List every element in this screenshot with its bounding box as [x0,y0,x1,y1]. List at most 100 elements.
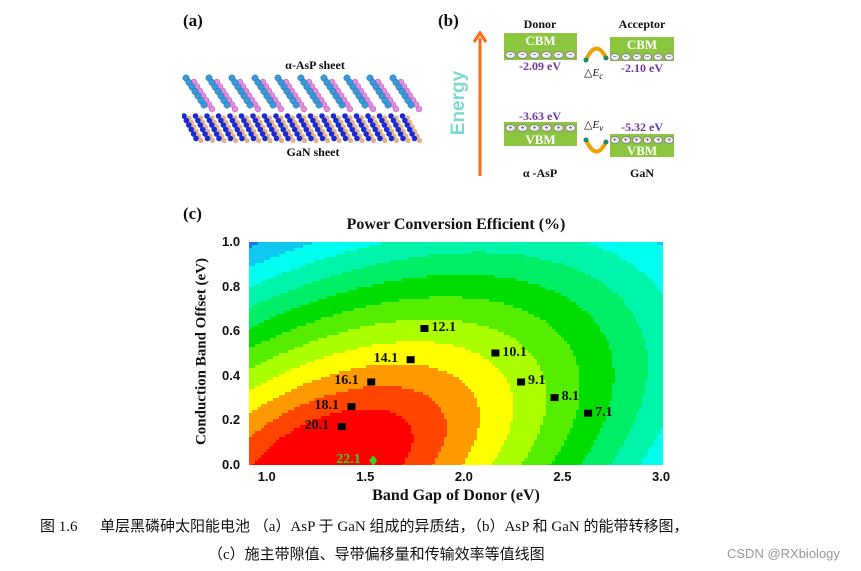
contour-cell [252,311,256,315]
contour-cell [393,380,397,384]
contour-cell [309,344,313,348]
contour-cell [267,380,271,384]
contour-cell [423,437,427,441]
contour-cell [285,302,289,306]
contour-cell [429,347,433,351]
contour-cell [288,326,292,330]
contour-cell [336,260,340,264]
contour-cell [417,353,421,357]
contour-cell [261,440,265,444]
contour-cell [279,296,283,300]
contour-cell [261,266,265,270]
contour-cell [255,404,259,408]
contour-cell [270,377,274,381]
contour-cell [324,383,328,387]
contour-cell [276,440,280,444]
contour-cell [273,461,277,465]
contour-cell [279,452,283,456]
contour-cell [339,338,343,342]
contour-cell [354,416,358,420]
contour-cell [396,347,400,351]
contour-cell [387,419,391,423]
contour-cell [264,272,268,276]
acceptor-label: Acceptor [618,17,666,31]
contour-cell [315,245,319,249]
contour-cell [402,353,406,357]
contour-cell [291,302,295,306]
contour-cell [276,272,280,276]
contour-cell [405,428,409,432]
contour-cell [411,278,415,282]
contour-cell [381,284,385,288]
contour-cell [327,461,331,465]
p-atom [415,105,422,113]
contour-cell [297,425,301,429]
contour-cell [279,410,283,414]
contour-cell [309,332,313,336]
contour-cell [429,248,433,252]
contour-cell [408,434,412,438]
contour-cell [297,407,301,411]
contour-cell [363,305,367,309]
contour-cell [405,347,409,351]
contour-cell [375,284,379,288]
contour-cell [399,422,403,426]
contour-cell [300,308,304,312]
contour-cell [300,266,304,270]
contour-cell [378,389,382,393]
contour-cell [420,260,424,264]
contour-cell [258,308,262,312]
n-atom [301,137,308,144]
contour-cell [282,278,286,282]
contour-cell [309,350,313,354]
contour-cell [270,314,274,318]
contour-cell [411,311,415,315]
contour-cell [312,368,316,372]
contour-cell [393,449,397,453]
contour-cell [354,299,358,303]
contour-cell [396,437,400,441]
contour-cell [396,401,400,405]
contour-cell [258,464,262,465]
contour-cell [378,269,382,273]
contour-cell [288,338,292,342]
contour-cell [267,299,271,303]
contour-cell [318,398,322,402]
contour-cell [312,458,316,462]
contour-cell [252,266,256,270]
contour-cell [366,404,370,408]
contour-cell [384,263,388,267]
contour-cell [267,389,271,393]
contour-cell [279,359,283,363]
contour-cell [411,416,415,420]
contour-cell [402,278,406,282]
contour-cell [249,311,253,315]
contour-cell [276,365,280,369]
contour-cell [318,401,322,405]
contour-cell [375,410,379,414]
contour-cell [381,314,385,318]
contour-cell [309,320,313,324]
contour-cell [426,272,430,276]
contour-cell [387,350,391,354]
contour-cell [345,446,349,450]
contour-cell [390,266,394,270]
contour-cell [408,281,412,285]
contour-cell [282,302,286,306]
contour-cell [375,326,379,330]
contour-cell [327,332,331,336]
contour-cell [327,428,331,432]
contour-cell [417,413,421,417]
contour-cell [255,287,259,291]
contour-cell [258,329,262,333]
contour-cell [345,284,349,288]
contour-cell [288,329,292,333]
contour-cell [264,464,268,465]
contour-cell [291,332,295,336]
contour-cell [297,437,301,441]
contour-cell [258,317,262,321]
contour-cell [399,290,403,294]
ga-atom [326,126,332,133]
contour-cell [282,401,286,405]
contour-cell [315,311,319,315]
